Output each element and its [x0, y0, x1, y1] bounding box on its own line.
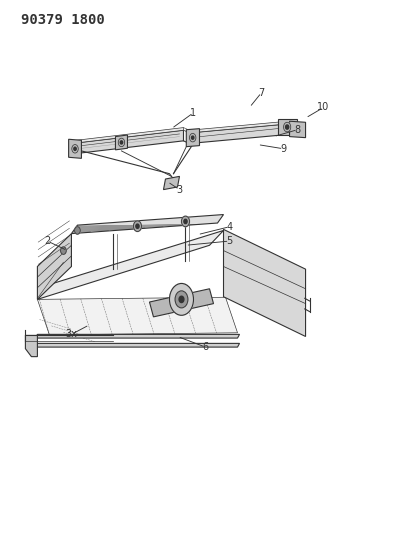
Polygon shape [71, 130, 183, 154]
Circle shape [133, 221, 141, 231]
Circle shape [136, 224, 139, 228]
Polygon shape [224, 229, 305, 336]
Text: 7: 7 [258, 87, 265, 98]
Polygon shape [115, 135, 127, 150]
Polygon shape [150, 289, 214, 317]
Circle shape [72, 144, 78, 153]
Text: 6: 6 [202, 342, 209, 352]
Circle shape [118, 138, 125, 147]
Polygon shape [25, 335, 37, 357]
Polygon shape [71, 127, 183, 143]
Circle shape [60, 247, 66, 254]
Polygon shape [37, 230, 224, 300]
Polygon shape [278, 119, 297, 135]
Polygon shape [37, 297, 237, 335]
Circle shape [120, 141, 123, 144]
Polygon shape [71, 215, 224, 233]
Polygon shape [186, 128, 199, 147]
Text: 8: 8 [295, 125, 301, 135]
Circle shape [179, 296, 184, 303]
Text: 3: 3 [177, 184, 183, 195]
Text: 1: 1 [191, 108, 197, 118]
Circle shape [170, 284, 193, 316]
Circle shape [74, 147, 76, 150]
Polygon shape [189, 123, 293, 143]
Circle shape [286, 125, 289, 129]
Polygon shape [189, 120, 293, 133]
Text: 4: 4 [226, 222, 233, 232]
Polygon shape [289, 121, 305, 138]
Text: 2: 2 [44, 236, 50, 246]
Polygon shape [69, 139, 81, 158]
Polygon shape [35, 334, 239, 338]
Text: 3x: 3x [66, 329, 77, 340]
Text: 90379 1800: 90379 1800 [21, 13, 105, 27]
Text: 5: 5 [226, 236, 233, 246]
Circle shape [175, 291, 188, 308]
Polygon shape [35, 343, 239, 347]
Text: 10: 10 [318, 102, 330, 112]
Circle shape [191, 136, 194, 139]
Polygon shape [164, 176, 179, 190]
Circle shape [75, 227, 80, 234]
Circle shape [189, 133, 196, 142]
Circle shape [181, 216, 189, 227]
Circle shape [184, 219, 187, 223]
Circle shape [284, 122, 291, 132]
Polygon shape [37, 233, 71, 300]
Text: 9: 9 [280, 144, 287, 154]
